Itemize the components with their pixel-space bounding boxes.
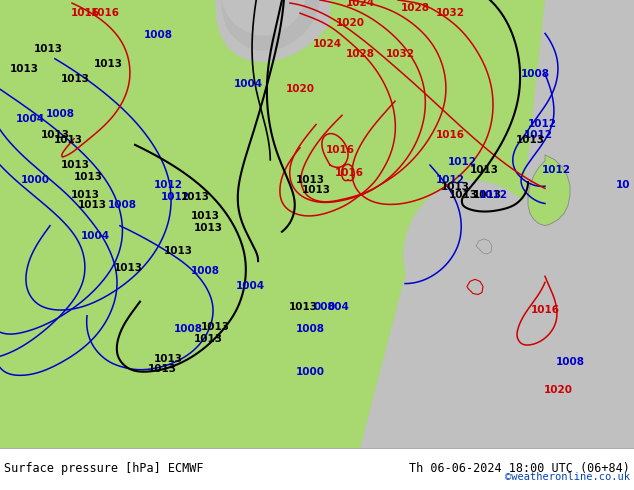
Text: 1020: 1020 (543, 385, 573, 394)
Text: 1000: 1000 (295, 368, 325, 377)
Text: 1032: 1032 (385, 49, 415, 59)
Text: 1020: 1020 (335, 18, 365, 28)
Text: 1013: 1013 (77, 200, 107, 210)
Text: 1013: 1013 (288, 302, 318, 312)
Text: 1013: 1013 (34, 44, 63, 53)
Polygon shape (528, 155, 570, 226)
Text: 1013: 1013 (295, 175, 325, 185)
Text: 1012: 1012 (448, 157, 477, 167)
Text: 1013: 1013 (93, 59, 122, 69)
Polygon shape (152, 0, 320, 50)
Text: 1012: 1012 (527, 120, 557, 129)
Text: 1013: 1013 (193, 223, 223, 233)
Text: 1013: 1013 (472, 190, 501, 200)
Polygon shape (476, 239, 492, 254)
Text: 004: 004 (327, 302, 349, 312)
Text: 1016: 1016 (436, 130, 465, 140)
Text: 1013: 1013 (74, 172, 103, 182)
Text: 1013: 1013 (515, 135, 545, 145)
Text: 1013: 1013 (190, 211, 219, 220)
Text: 1013: 1013 (200, 322, 230, 332)
Text: 1016: 1016 (91, 8, 119, 18)
Text: 1016: 1016 (531, 305, 559, 315)
Text: 1004: 1004 (233, 79, 262, 89)
Text: 1013: 1013 (60, 74, 89, 84)
Text: 1012: 1012 (436, 175, 465, 185)
Text: 1016: 1016 (335, 168, 363, 178)
Text: 1016: 1016 (70, 8, 100, 18)
Text: 1013: 1013 (470, 165, 498, 175)
Text: 1013: 1013 (302, 185, 330, 196)
Text: 10: 10 (616, 180, 630, 190)
Text: 1013: 1013 (53, 135, 82, 145)
Text: 1008: 1008 (46, 109, 75, 120)
Text: 1028: 1028 (346, 49, 375, 59)
Text: Th 06-06-2024 18:00 UTC (06+84): Th 06-06-2024 18:00 UTC (06+84) (409, 462, 630, 475)
Polygon shape (360, 257, 545, 448)
Text: 1013: 1013 (148, 365, 176, 374)
Text: 1012: 1012 (541, 165, 571, 175)
Text: 1028: 1028 (401, 3, 429, 13)
Bar (545, 0, 634, 448)
Text: 1012: 1012 (524, 130, 552, 140)
Text: 1008: 1008 (521, 69, 550, 79)
Text: Surface pressure [hPa] ECMWF: Surface pressure [hPa] ECMWF (4, 462, 204, 475)
Text: 1013: 1013 (10, 64, 39, 74)
Text: 1004: 1004 (15, 115, 44, 124)
Text: 1013: 1013 (113, 263, 143, 273)
Text: 008: 008 (313, 302, 335, 312)
Text: 1004: 1004 (235, 281, 264, 292)
Text: 1008: 1008 (174, 324, 202, 334)
Text: 1013: 1013 (60, 160, 89, 170)
Text: 1013: 1013 (41, 130, 70, 140)
Text: 1008: 1008 (143, 30, 172, 40)
Text: ©weatheronline.co.uk: ©weatheronline.co.uk (505, 472, 630, 482)
Polygon shape (360, 180, 545, 448)
Polygon shape (165, 0, 305, 35)
Text: 1020: 1020 (285, 84, 314, 94)
Text: 1024: 1024 (313, 39, 342, 49)
Text: 1013: 1013 (164, 246, 193, 256)
Text: 1013: 1013 (181, 193, 209, 202)
Text: 1012: 1012 (479, 190, 507, 200)
Text: 1024: 1024 (346, 0, 375, 8)
Text: 1013: 1013 (70, 190, 100, 200)
Text: 1013: 1013 (441, 182, 470, 192)
Text: 1008: 1008 (108, 200, 136, 210)
Text: 1012: 1012 (160, 193, 190, 202)
Text: 1016: 1016 (325, 145, 354, 155)
Text: 1012: 1012 (153, 180, 183, 190)
Polygon shape (148, 0, 330, 62)
Text: 1000: 1000 (20, 175, 49, 185)
Text: 1008: 1008 (190, 266, 219, 276)
Text: 1013: 1013 (153, 354, 183, 364)
Text: 1032: 1032 (436, 8, 465, 18)
Text: 1013: 1013 (193, 334, 223, 344)
Polygon shape (515, 0, 634, 448)
Text: 1013: 1013 (448, 190, 477, 200)
Text: 1008: 1008 (295, 324, 325, 334)
Text: 1004: 1004 (81, 231, 110, 241)
Text: 1008: 1008 (555, 357, 585, 368)
